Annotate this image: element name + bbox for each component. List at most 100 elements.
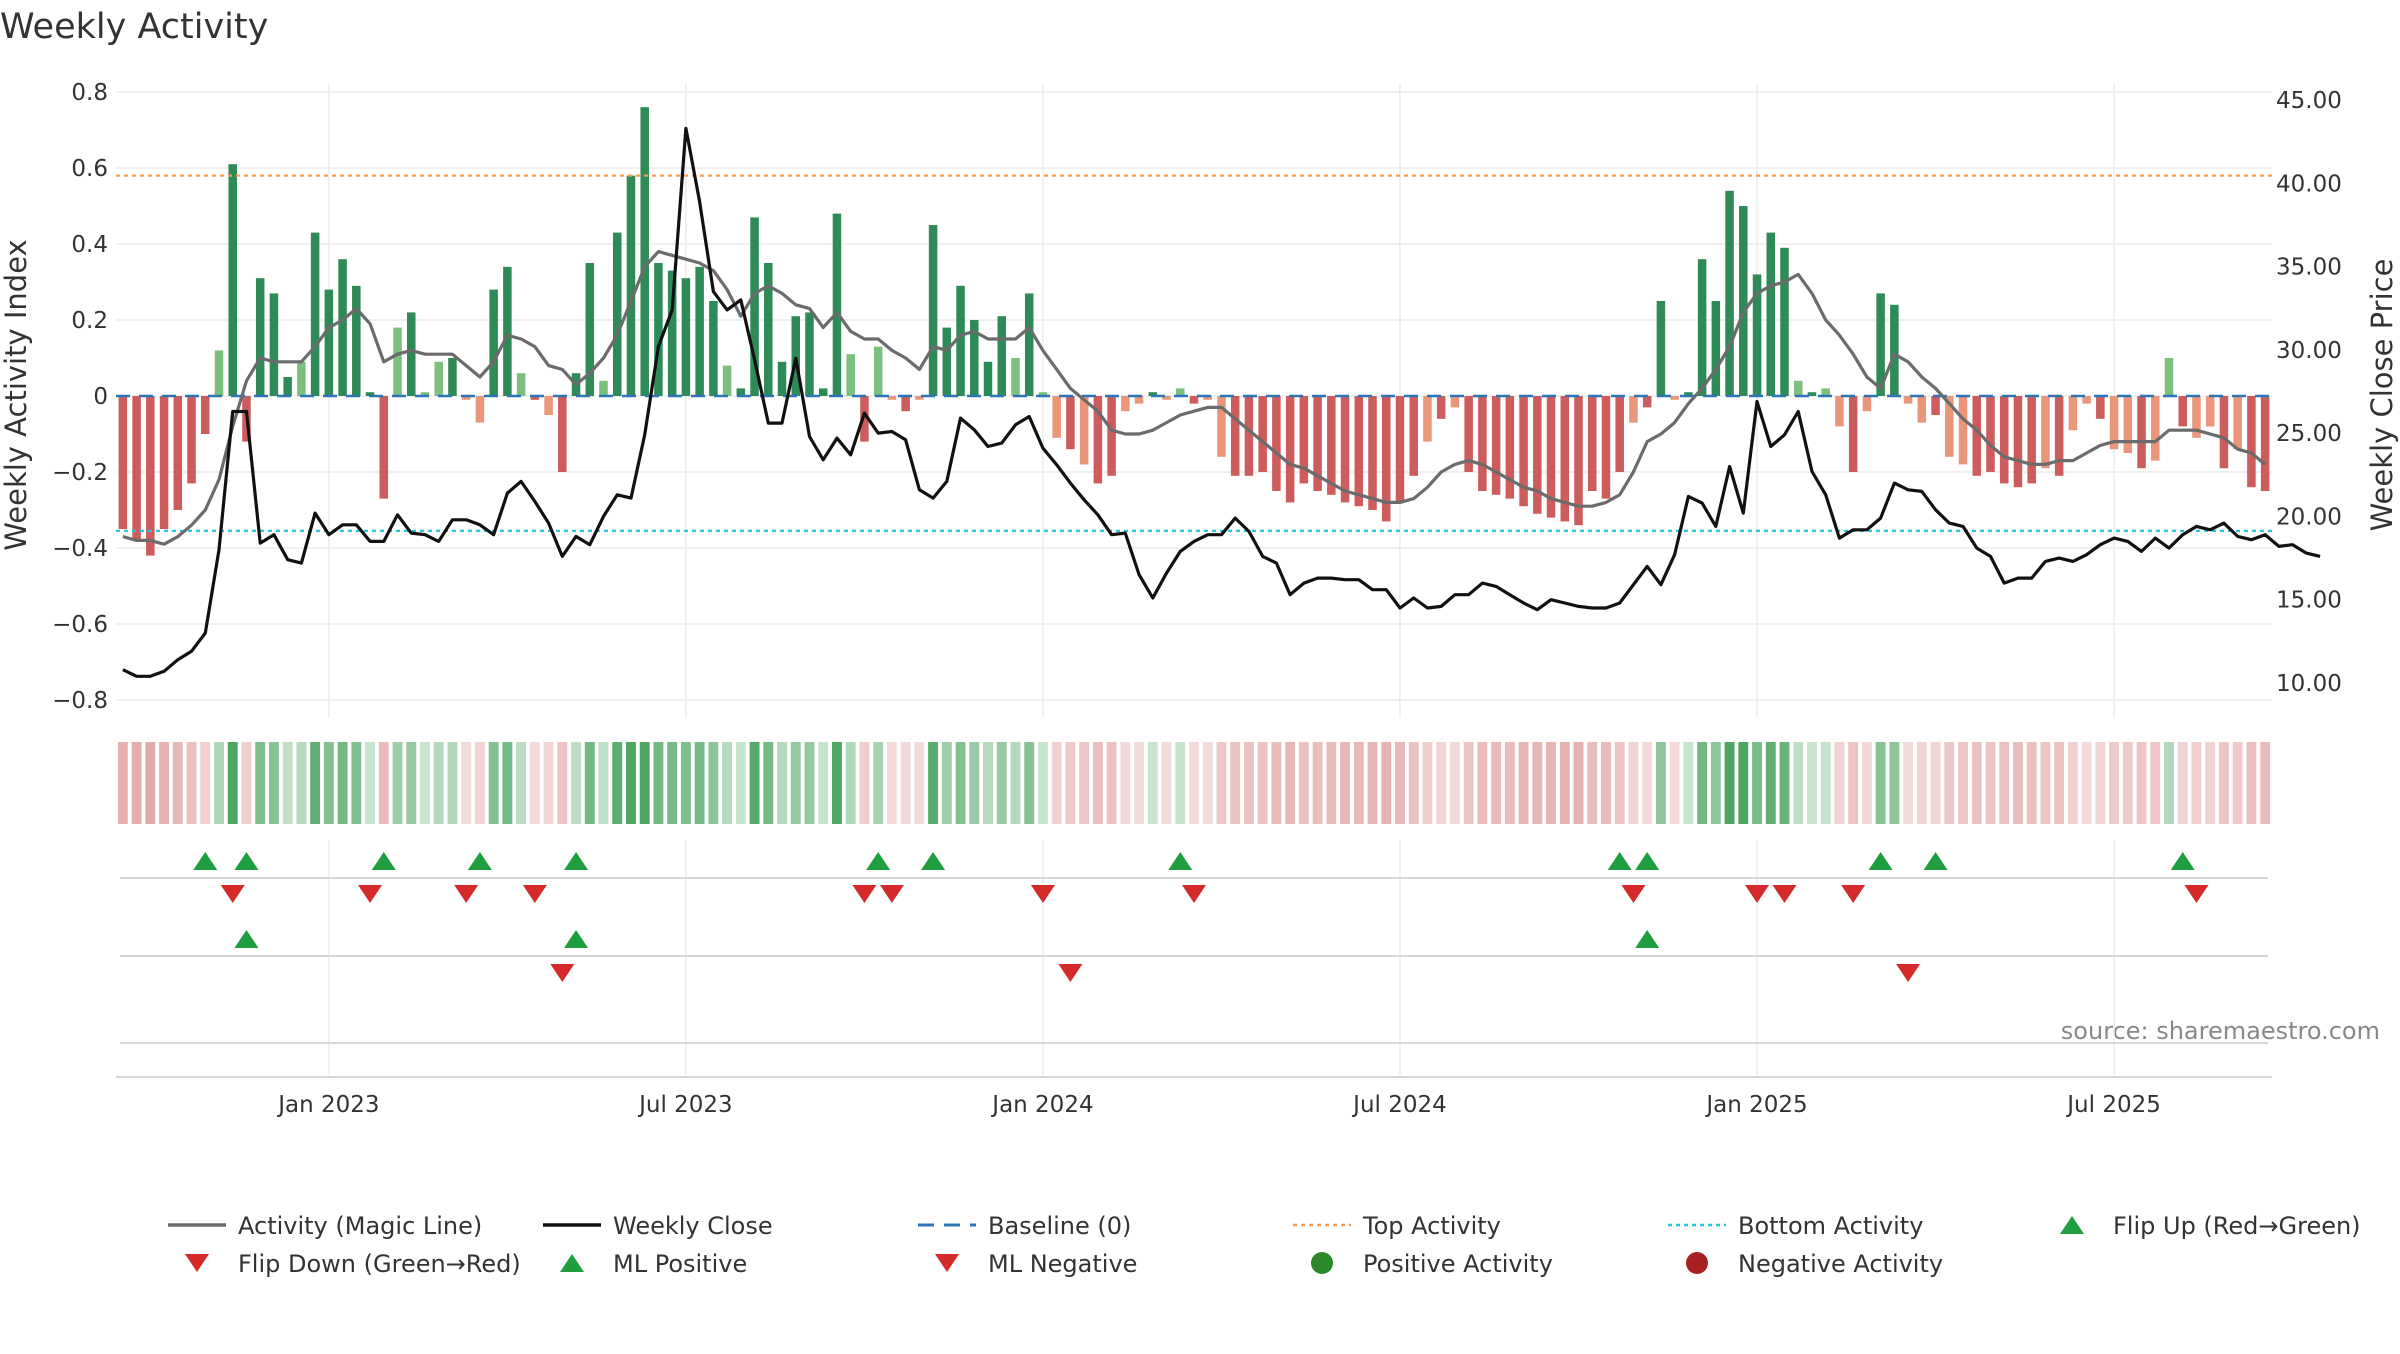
activity-bar	[201, 396, 210, 434]
activity-bar	[1134, 396, 1144, 404]
axes: 0.8 0.6 0.4 0.2 0 −0.2 −0.4 −0.6 −0.8 45.00 40.00 3…	[52, 80, 2342, 1118]
activity-bar	[1381, 396, 1391, 522]
activity-bar	[1340, 396, 1350, 503]
left-tick-label: −0.2	[52, 460, 108, 486]
heat-cell	[722, 742, 733, 824]
heat-cell	[1655, 742, 1666, 824]
activity-bar	[626, 175, 636, 396]
activity-bar	[1189, 396, 1199, 404]
activity-bar	[461, 396, 471, 400]
flip-down-marker	[1841, 885, 1866, 903]
activity-bar	[434, 361, 443, 396]
heat-cell	[1477, 742, 1488, 824]
activity-bar	[2233, 396, 2242, 450]
activity-bar	[283, 377, 292, 396]
activity-bar	[1176, 388, 1185, 396]
flip-down-marker	[522, 885, 547, 903]
flip-down-marker	[879, 885, 904, 903]
heat-cell	[1573, 742, 1584, 824]
heat-cell	[214, 742, 224, 824]
activity-bar	[2151, 396, 2160, 461]
heat-cell	[2232, 742, 2243, 824]
activity-bar	[379, 396, 389, 499]
activity-bar	[1903, 396, 1913, 404]
activity-bar	[873, 346, 883, 396]
series-lines	[122, 126, 2321, 678]
heat-cell	[1642, 742, 1653, 824]
activity-bar	[1519, 396, 1528, 507]
signal-markers	[116, 852, 2272, 1078]
heat-cell	[2164, 742, 2174, 824]
heat-cell	[1697, 742, 1708, 824]
activity-bar	[1299, 396, 1309, 484]
activity-bar	[2123, 396, 2133, 453]
activity-bar	[132, 396, 141, 541]
heat-cell	[1449, 742, 1460, 824]
left-tick-label: 0.4	[71, 232, 108, 258]
activity-bar	[1780, 247, 1789, 396]
activity-bar	[2164, 358, 2174, 396]
activity-bar	[544, 396, 553, 415]
heat-cell	[1710, 742, 1721, 824]
activity-bar	[1409, 396, 1418, 476]
activity-bar	[722, 365, 732, 396]
left-tick-label: −0.8	[52, 688, 108, 714]
legend-label: Activity (Magic Line)	[238, 1212, 482, 1240]
activity-heat-strip	[117, 742, 2271, 824]
legend-label: Bottom Activity	[1738, 1212, 1923, 1240]
legend-label: Top Activity	[1362, 1212, 1501, 1240]
heat-cell	[1985, 742, 1996, 824]
heat-cell	[474, 742, 485, 824]
flip-down-marker	[358, 885, 383, 903]
flip-down-marker	[1745, 885, 1770, 903]
heat-cell	[790, 742, 801, 824]
activity-bar	[2205, 396, 2215, 427]
heat-cell	[378, 742, 389, 824]
activity-bar	[1931, 396, 1940, 415]
heat-cell	[612, 742, 623, 824]
flip-down-marker	[1621, 885, 1646, 903]
activity-bar	[1491, 396, 1501, 495]
activity-bar	[1436, 396, 1446, 419]
heat-cell	[983, 742, 993, 824]
legend-swatch	[2060, 1216, 2084, 1234]
heat-cell	[749, 742, 760, 824]
legend-item-baseline: Baseline (0)	[918, 1212, 1131, 1240]
heat-cell	[1147, 742, 1158, 824]
activity-bar	[1725, 190, 1734, 396]
heat-cell	[1216, 742, 1227, 824]
heat-cell	[1861, 742, 1872, 824]
weekly-close-line	[122, 126, 2321, 678]
activity-bar	[1505, 396, 1515, 499]
legend-label: Flip Down (Green→Red)	[238, 1250, 521, 1278]
activity-bar	[558, 396, 567, 472]
legend-label: ML Positive	[613, 1250, 747, 1278]
flip-up-marker	[866, 852, 891, 870]
activity-bar	[1148, 392, 1158, 396]
heat-cell	[598, 742, 609, 824]
heat-cell	[1793, 742, 1804, 824]
activity-bar	[1697, 259, 1707, 396]
activity-bar	[1052, 396, 1061, 438]
heat-cell	[1024, 742, 1035, 824]
heat-cell	[626, 742, 636, 824]
heat-cell	[268, 742, 279, 824]
heat-cell	[145, 742, 156, 824]
activity-bar	[214, 350, 224, 396]
activity-bar	[503, 266, 512, 396]
x-tick-label: Jul 2025	[2065, 1092, 2161, 1118]
heat-cell	[2191, 742, 2202, 824]
heat-cell	[2122, 742, 2133, 824]
heat-cell	[2136, 742, 2147, 824]
activity-bar	[612, 232, 622, 396]
activity-bar	[942, 327, 952, 396]
activity-bar	[2082, 396, 2091, 404]
heat-cell	[1587, 742, 1598, 824]
legend-item-mlpos: ML Positive	[560, 1250, 747, 1278]
activity-bar	[310, 232, 320, 396]
heat-cell	[1999, 742, 2010, 824]
activity-bar	[420, 392, 430, 396]
activity-bar	[1244, 396, 1254, 476]
heat-cell	[1944, 742, 1955, 824]
activity-bar	[585, 263, 595, 396]
